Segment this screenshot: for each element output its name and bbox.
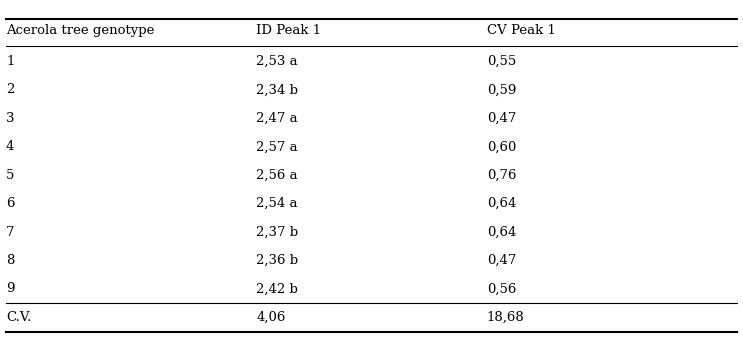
Text: 7: 7 (6, 226, 14, 239)
Text: 0,47: 0,47 (487, 112, 516, 125)
Text: 2,47 a: 2,47 a (256, 112, 298, 125)
Text: 2,34 b: 2,34 b (256, 83, 299, 96)
Text: 5: 5 (6, 169, 14, 182)
Text: 6: 6 (6, 197, 14, 210)
Text: 2,36 b: 2,36 b (256, 254, 299, 267)
Text: 1: 1 (6, 55, 14, 68)
Text: 2,57 a: 2,57 a (256, 140, 298, 153)
Text: 0,76: 0,76 (487, 169, 516, 182)
Text: 18,68: 18,68 (487, 311, 525, 324)
Text: Acerola tree genotype: Acerola tree genotype (6, 24, 155, 37)
Text: 9: 9 (6, 282, 14, 295)
Text: 0,64: 0,64 (487, 197, 516, 210)
Text: 0,60: 0,60 (487, 140, 516, 153)
Text: 0,47: 0,47 (487, 254, 516, 267)
Text: 3: 3 (6, 112, 14, 125)
Text: 4,06: 4,06 (256, 311, 286, 324)
Text: 0,56: 0,56 (487, 282, 516, 295)
Text: 0,64: 0,64 (487, 226, 516, 239)
Text: CV Peak 1: CV Peak 1 (487, 24, 556, 37)
Text: 0,55: 0,55 (487, 55, 516, 68)
Text: 4: 4 (6, 140, 14, 153)
Text: 2,42 b: 2,42 b (256, 282, 298, 295)
Text: ID Peak 1: ID Peak 1 (256, 24, 322, 37)
Text: 2,53 a: 2,53 a (256, 55, 298, 68)
Text: 2,37 b: 2,37 b (256, 226, 299, 239)
Text: 0,59: 0,59 (487, 83, 516, 96)
Text: C.V.: C.V. (6, 311, 31, 324)
Text: 2,54 a: 2,54 a (256, 197, 298, 210)
Text: 8: 8 (6, 254, 14, 267)
Text: 2: 2 (6, 83, 14, 96)
Text: 2,56 a: 2,56 a (256, 169, 298, 182)
